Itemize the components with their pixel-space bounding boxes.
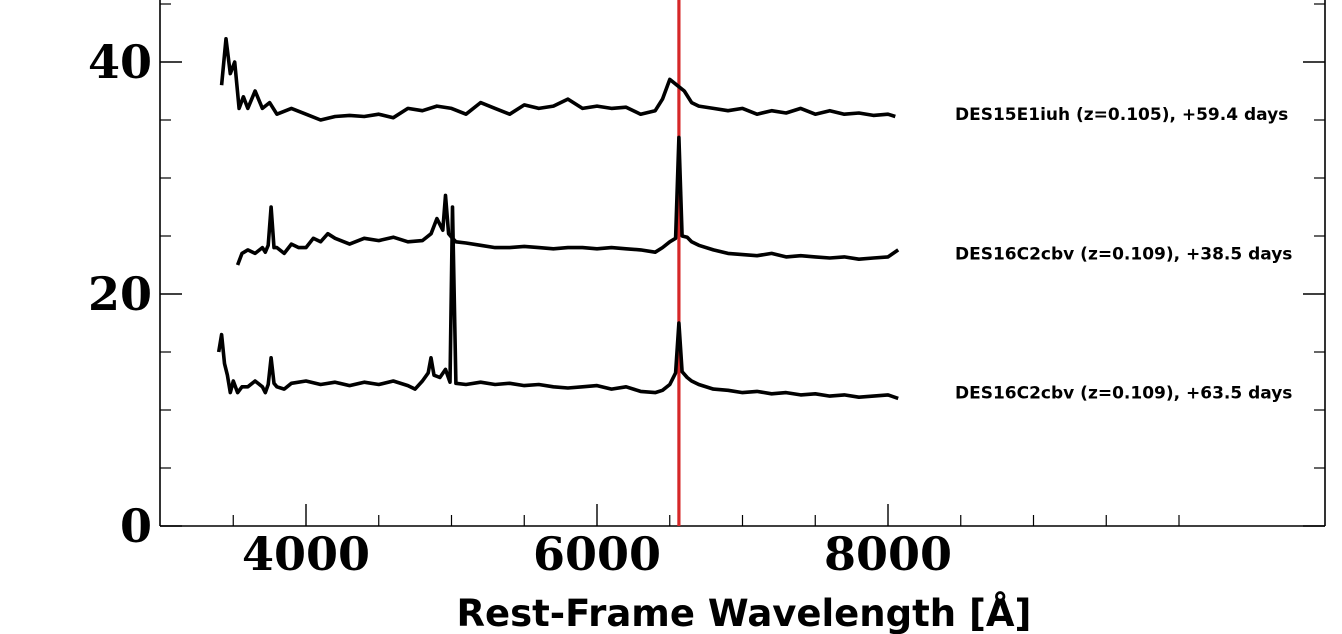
y-tick-label: 40 bbox=[88, 35, 152, 89]
spectrum-line-2 bbox=[235, 135, 900, 266]
series-label-3: DES16C2cbv (z=0.109), +63.5 days bbox=[955, 384, 1292, 404]
x-tick-label: 8000 bbox=[824, 527, 952, 581]
spectra-series: DES15E1iuh (z=0.105), +59.4 days DES16C2c… bbox=[216, 37, 1292, 404]
series-label-1: DES15E1iuh (z=0.105), +59.4 days bbox=[955, 105, 1288, 125]
x-tick-label: 4000 bbox=[242, 527, 370, 581]
axis-ticks: 4000 6000 8000 0 20 40 bbox=[88, 3, 1325, 581]
series-label-2: DES16C2cbv (z=0.109), +38.5 days bbox=[955, 244, 1292, 264]
x-axis-label: Rest-Frame Wavelength [Å] bbox=[457, 591, 1032, 634]
y-tick-label: 20 bbox=[88, 267, 152, 321]
spectrum-line-3 bbox=[216, 205, 899, 401]
y-tick-label: 0 bbox=[120, 499, 152, 553]
x-tick-label: 6000 bbox=[533, 527, 661, 581]
spectrum-line-1 bbox=[219, 37, 896, 122]
